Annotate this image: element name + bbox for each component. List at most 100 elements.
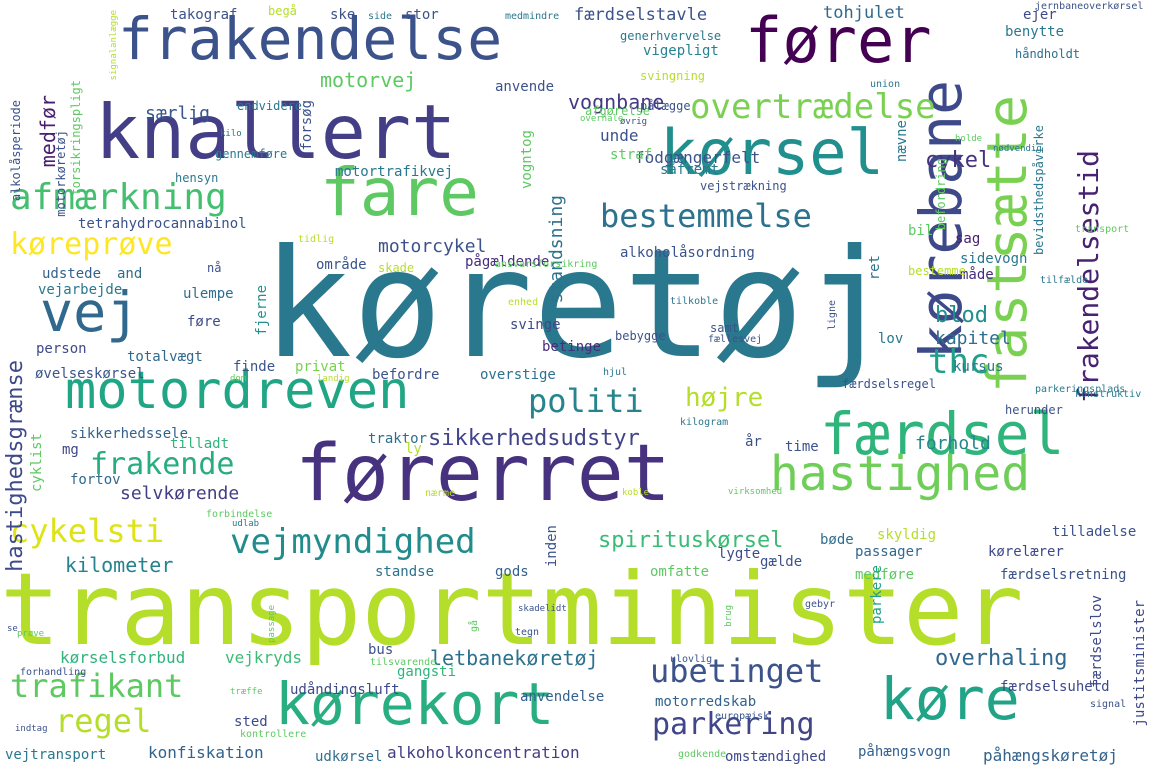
cloud-word: privat (295, 359, 346, 375)
cloud-word: skade (378, 261, 415, 275)
cloud-word: alkoholåsordning (620, 245, 755, 261)
cloud-word: kilo (220, 129, 242, 139)
cloud-word: dom (230, 374, 247, 384)
cloud-word: alkolåsperiode (9, 100, 23, 202)
cloud-word: særlig (145, 103, 211, 124)
cloud-word: tilladelse (1052, 524, 1137, 540)
cloud-word: fællesvej (708, 334, 763, 345)
cloud-word: knallert (95, 88, 457, 176)
cloud-word: jernbaneoverkørsel (1035, 1, 1144, 12)
cloud-word: tilladt (170, 436, 230, 452)
cloud-word: omstændighed (725, 749, 827, 765)
cloud-word: fare (320, 154, 479, 231)
cloud-word: tidlig (298, 234, 335, 245)
cloud-word: gebyr (805, 599, 836, 610)
cloud-word: hastighedsgrænse (3, 360, 28, 572)
cloud-word: befordre (372, 367, 440, 383)
cloud-word: justitsminister (1132, 600, 1148, 727)
cloud-word: forbindelse (206, 509, 273, 520)
cloud-word: anvende (495, 79, 555, 95)
cloud-word: ejer (1023, 7, 1057, 23)
cloud-word: befordring (934, 158, 948, 231)
cloud-word: motorkøretøj (54, 130, 68, 217)
cloud-word: finde (233, 359, 276, 375)
cloud-word: se (7, 624, 18, 634)
cloud-word: afgørelse (585, 104, 651, 118)
cloud-word: kørselsforbud (60, 648, 186, 667)
cloud-word: union (870, 79, 901, 90)
cloud-word: vejkryds (225, 648, 303, 667)
cloud-word: thc (928, 342, 990, 382)
cloud-word: overhaling (935, 646, 1068, 671)
cloud-word: kilogram (680, 417, 729, 428)
cloud-word: politi (528, 382, 644, 420)
cloud-word: nærme (425, 488, 456, 499)
cloud-word: generhvervelse (620, 29, 722, 43)
cloud-word: regel (55, 702, 152, 740)
cloud-word: europæisk (715, 711, 770, 722)
cloud-word: mg (62, 442, 79, 458)
cloud-word: lov (878, 331, 904, 347)
cloud-word: gå (469, 620, 480, 633)
cloud-word: blod (935, 303, 988, 328)
cloud-word: cykelsti (10, 512, 165, 550)
cloud-word: færdsel (820, 400, 1065, 468)
cloud-word: koble (622, 488, 650, 498)
cloud-word: vejstrækning (700, 179, 787, 193)
cloud-word: gods (495, 564, 529, 580)
cloud-word: virksomhed (728, 487, 783, 497)
cloud-word: cyklist (29, 433, 45, 493)
cloud-word: endvidere (237, 99, 303, 113)
cloud-word: bøde (820, 532, 854, 548)
cloud-word: hastighed (770, 446, 1031, 502)
cloud-word: motordreven (65, 361, 410, 421)
cloud-word: øvrig (620, 117, 648, 127)
cloud-word: tegn (515, 627, 540, 638)
cloud-word: færdselsregel (842, 377, 936, 391)
cloud-word: parkering (652, 707, 815, 742)
cloud-word: passage (267, 605, 277, 643)
cloud-word: færdselsretning (1000, 567, 1127, 583)
cloud-word: kørekort (275, 670, 555, 738)
cloud-word: hensyn (175, 171, 219, 185)
cloud-word: udåndingsluft (290, 682, 400, 698)
cloud-word: påhængsvogn (858, 744, 951, 760)
cloud-word: nødvendig (993, 144, 1042, 154)
cloud-word: træffe (230, 687, 263, 697)
cloud-word: gælde (760, 554, 803, 570)
cloud-word: motorvej (320, 68, 417, 92)
cloud-word: gennemføre (215, 147, 288, 161)
cloud-word: stor (405, 7, 439, 23)
cloud-word: ly (405, 441, 422, 457)
cloud-word: anvendelse (520, 689, 605, 705)
cloud-word: ulovlig (670, 654, 713, 665)
cloud-word: skyldig (877, 527, 937, 543)
cloud-word: højre (685, 383, 764, 413)
cloud-word: tilfælde (1040, 275, 1089, 286)
cloud-word: straf (610, 147, 653, 163)
cloud-word: side (368, 11, 393, 22)
cloud-word: sikkerhedssele (70, 426, 189, 442)
cloud-word: vognbane (568, 90, 665, 114)
cloud-word: færdselstavle (574, 5, 708, 25)
cloud-word: forhandling (20, 667, 87, 678)
cloud-word: medføre (855, 567, 915, 583)
cloud-word: transportminister (0, 551, 1024, 668)
cloud-word: vogntog (519, 130, 535, 190)
cloud-word: konfiskation (148, 743, 264, 762)
cloud-word: tohjulet (823, 3, 905, 23)
cloud-word: totalvægt (127, 349, 203, 365)
cloud-word: konstruktiv (1075, 389, 1142, 400)
cloud-word: frakendelse (118, 5, 503, 73)
cloud-word: omfatte (650, 564, 710, 580)
cloud-word: afmærkning (10, 177, 227, 218)
cloud-word: fodgængerfelt (635, 148, 761, 167)
cloud-word: vigepligt (643, 43, 719, 59)
cloud-word: bil (908, 223, 934, 239)
cloud-word: overtrædelse (690, 87, 936, 127)
cloud-word: time (785, 439, 819, 455)
cloud-word: tilsvarende (370, 657, 437, 668)
cloud-word: tilkoble (670, 296, 719, 307)
cloud-word: svinge (510, 317, 561, 333)
cloud-word: passager (855, 544, 923, 560)
